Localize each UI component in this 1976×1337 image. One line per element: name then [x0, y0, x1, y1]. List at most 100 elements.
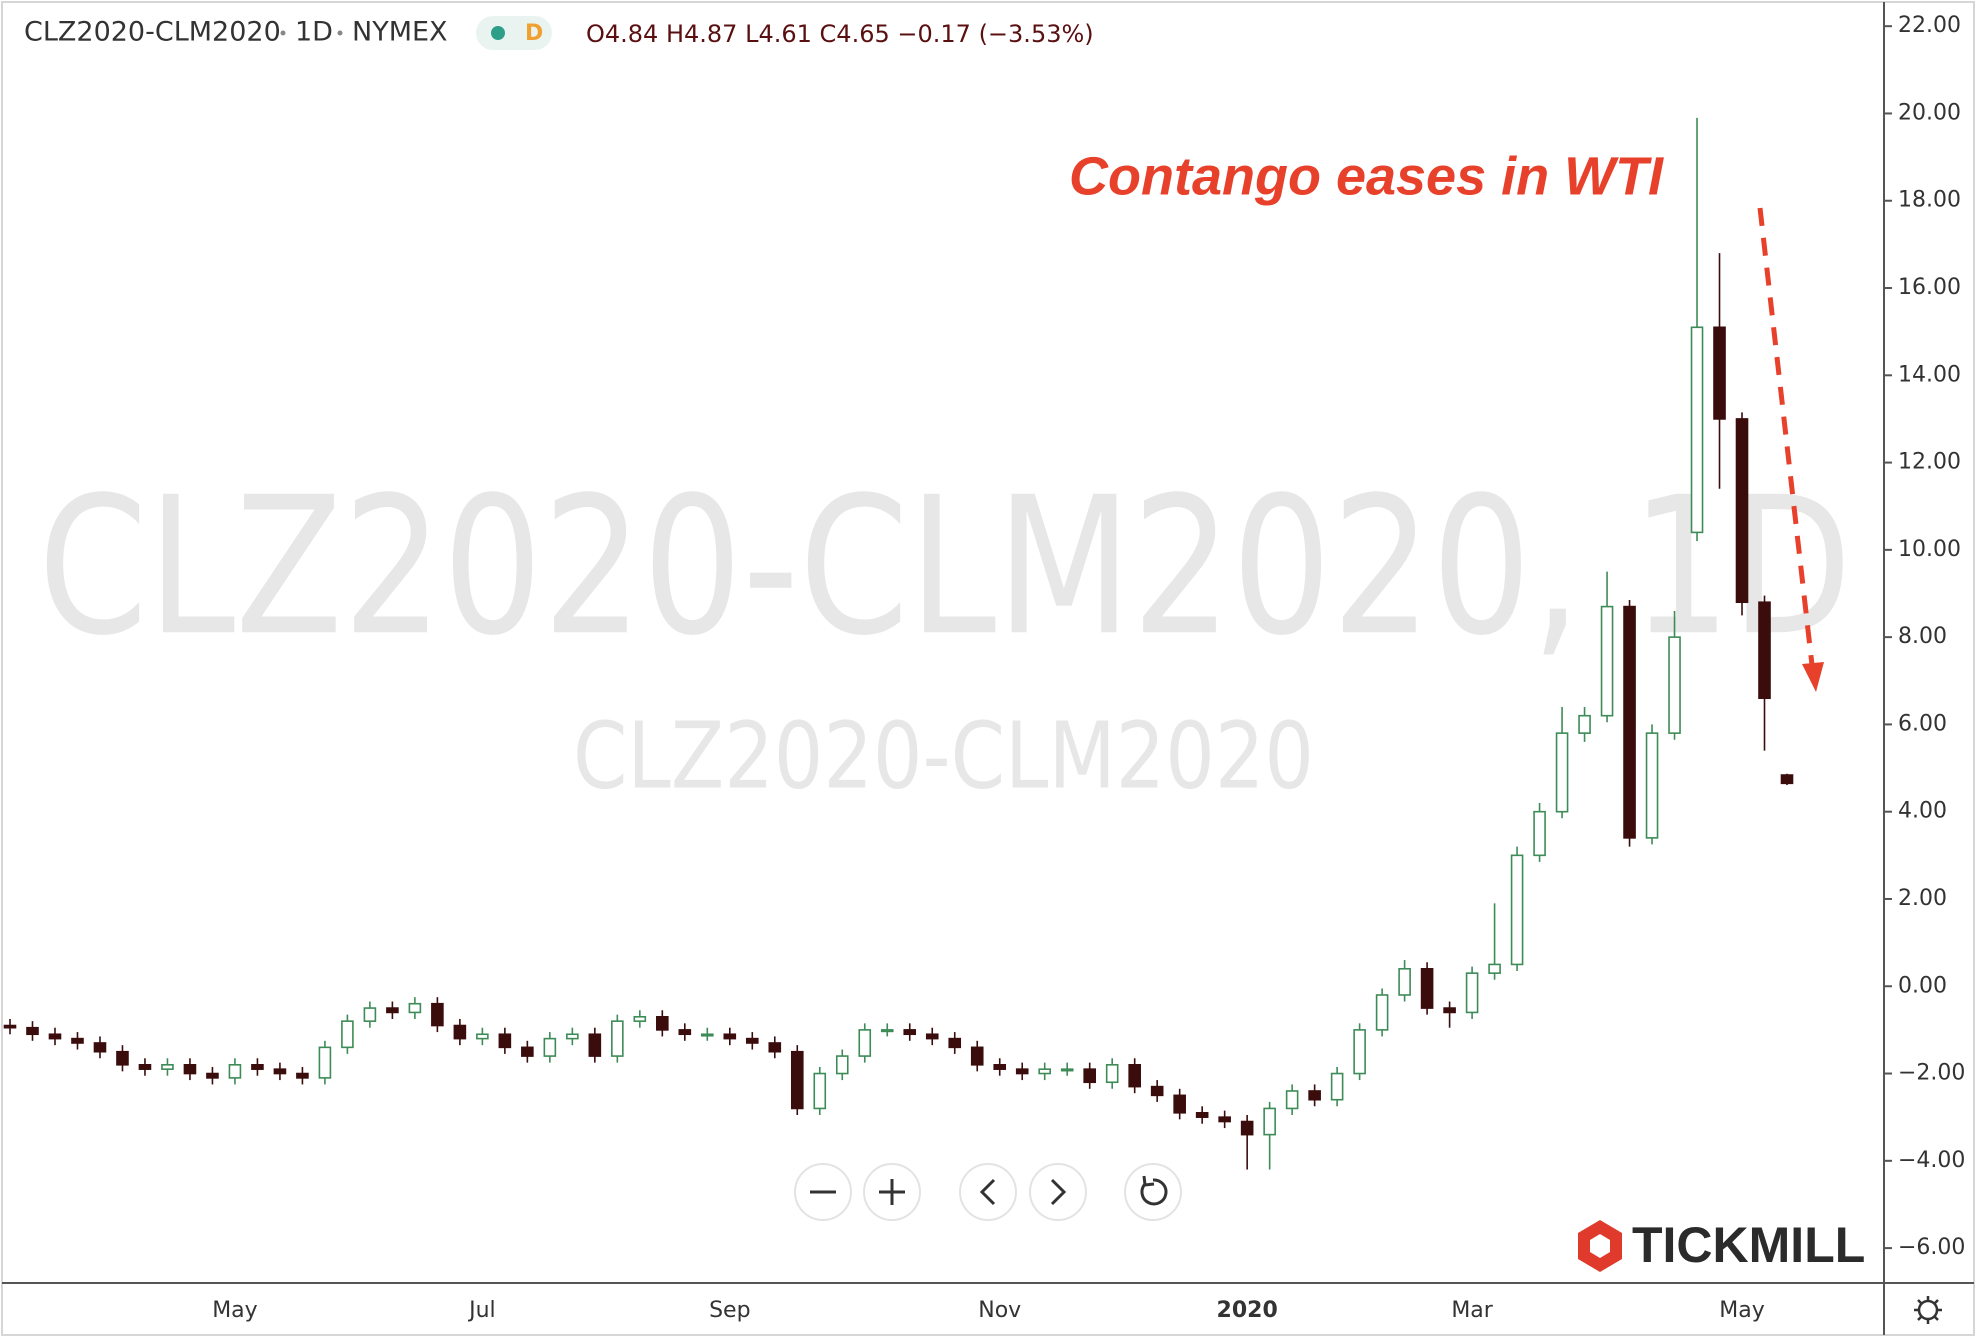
- toolbar: [794, 1163, 1182, 1221]
- arrow-shaft: [1757, 207, 1815, 666]
- candles: [3, 117, 1794, 1170]
- candle-body: [138, 1064, 152, 1070]
- candle-body: [1668, 636, 1681, 734]
- x-tick-label: May: [212, 1298, 257, 1323]
- candle-body: [1038, 1068, 1052, 1075]
- settings-button[interactable]: [1914, 1296, 1942, 1324]
- candle-body: [453, 1024, 467, 1040]
- candle-body: [93, 1042, 107, 1053]
- candle-body: [1015, 1068, 1029, 1075]
- candle-body: [1105, 1064, 1119, 1084]
- candle-body: [993, 1064, 1007, 1070]
- zoom-out-button[interactable]: [794, 1163, 852, 1221]
- status-dot: [491, 26, 505, 40]
- candle-body: [1173, 1094, 1186, 1114]
- y-tick-label: 16.00: [1898, 275, 1961, 300]
- scroll-right-button[interactable]: [1029, 1163, 1087, 1221]
- y-tick-label: 10.00: [1898, 537, 1961, 562]
- brand-logo: TICKMILL: [1578, 1217, 1865, 1273]
- candle-body: [251, 1064, 264, 1070]
- x-tick-label: Nov: [978, 1298, 1021, 1323]
- candle-body: [71, 1037, 84, 1044]
- x-tick-label: 2020: [1217, 1298, 1278, 1323]
- candle-body: [1578, 714, 1591, 734]
- candle-body: [183, 1064, 197, 1075]
- y-tick-label: 20.00: [1898, 100, 1961, 125]
- candle-body: [1308, 1090, 1321, 1101]
- candle-body: [1398, 967, 1411, 996]
- candle-body: [1690, 326, 1704, 534]
- candle-body: [1083, 1068, 1096, 1084]
- candle-body: [1443, 1007, 1456, 1014]
- candle-body: [1600, 605, 1614, 717]
- candle-body: [1060, 1068, 1074, 1072]
- candle-body: [273, 1068, 287, 1075]
- y-tick-label: −6.00: [1898, 1235, 1965, 1260]
- candle-body: [1758, 601, 1771, 700]
- y-tick-label: 22.00: [1898, 13, 1961, 38]
- candle-body: [161, 1064, 174, 1070]
- candle-body: [1263, 1107, 1276, 1136]
- candle-body: [1780, 774, 1794, 785]
- candle-body: [1510, 854, 1524, 966]
- x-tick-label: May: [1719, 1298, 1764, 1323]
- x-tick-label: Sep: [709, 1298, 750, 1323]
- candle-body: [768, 1042, 782, 1053]
- candle-body: [296, 1072, 309, 1079]
- status-badge[interactable]: [476, 16, 552, 50]
- candle-body: [925, 1033, 939, 1040]
- candle-body: [701, 1033, 714, 1037]
- y-tick-label: 0.00: [1898, 973, 1947, 998]
- candle-body: [1465, 972, 1479, 1014]
- candle-body: [228, 1064, 242, 1079]
- scroll-left-button[interactable]: [959, 1163, 1017, 1221]
- candle-body: [1735, 418, 1749, 604]
- x-tick-label: Jul: [467, 1298, 496, 1323]
- candle-body: [1353, 1029, 1366, 1075]
- brand-name: TICKMILL: [1632, 1217, 1865, 1273]
- candle-body: [1533, 810, 1546, 857]
- candle-body: [1555, 732, 1569, 813]
- reset-button[interactable]: [1124, 1163, 1182, 1221]
- annotation: Contango eases in WTI: [1069, 146, 1664, 206]
- candle-body: [948, 1037, 962, 1049]
- candle-body: [543, 1037, 557, 1057]
- candle-body: [1713, 326, 1726, 420]
- y-tick-label: 8.00: [1898, 624, 1947, 649]
- legend-low: L4.61: [745, 20, 812, 48]
- candle-body: [903, 1029, 917, 1036]
- ohlc-legend: O4.84 H4.87 L4.61 C4.65 −0.17 (−3.53%): [586, 20, 1094, 48]
- candle-body: [588, 1033, 602, 1057]
- candle-body: [26, 1026, 39, 1036]
- candle-body: [790, 1050, 804, 1110]
- candle-body: [880, 1029, 894, 1033]
- trend-arrow: [1757, 207, 1824, 692]
- candle-body: [498, 1033, 512, 1049]
- candle-body: [408, 1002, 422, 1014]
- arrow-head: [1802, 662, 1824, 692]
- y-tick-label: 2.00: [1898, 886, 1947, 911]
- zoom-in-button[interactable]: [863, 1163, 921, 1221]
- candle-body: [3, 1024, 17, 1029]
- x-tick-label: Mar: [1451, 1298, 1493, 1323]
- candle-body: [206, 1072, 219, 1079]
- candle-body: [386, 1007, 399, 1014]
- candle-body: [1488, 963, 1501, 974]
- candle-body: [1195, 1112, 1209, 1118]
- candle-body: [835, 1055, 849, 1075]
- candle-body: [1218, 1116, 1231, 1123]
- header: CLZ2020-CLM2020 1D NYMEX D O4.84 H4.87 L…: [24, 16, 1094, 50]
- y-tick-label: 6.00: [1898, 711, 1947, 736]
- y-tick-label: 18.00: [1898, 188, 1961, 213]
- y-tick-label: 4.00: [1898, 799, 1947, 824]
- candle-body: [678, 1029, 692, 1036]
- candle-body: [341, 1020, 354, 1049]
- separator-dot: [280, 30, 286, 36]
- candle-body: [1645, 732, 1659, 839]
- exchange: NYMEX: [352, 17, 448, 48]
- legend-change: −0.17 (−3.53%): [897, 20, 1093, 48]
